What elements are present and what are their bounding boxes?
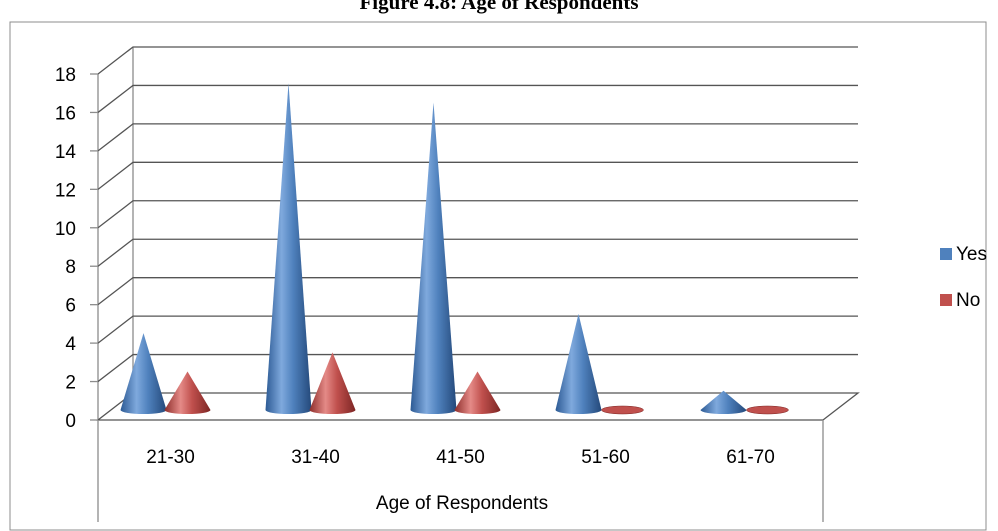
gridlines (97, 46, 858, 383)
cone-no-61-70 (746, 405, 789, 415)
legend-swatch-yes (940, 248, 952, 260)
cone-no-41-50 (454, 371, 501, 414)
gridline (97, 315, 858, 344)
y-tick-label: 18 (55, 65, 76, 86)
cone-yes-51-60 (555, 313, 602, 414)
page-title: Figure 4.8: Age of Respondents (359, 0, 639, 14)
y-tick-label: 12 (55, 180, 76, 201)
cone-yes-31-40 (265, 83, 312, 414)
cone-no-51-60 (601, 405, 644, 415)
x-tick-label: 51-60 (581, 447, 630, 468)
gridline (97, 238, 858, 267)
x-axis-categories: 21-30 31-40 41-50 51-60 61-70 (146, 447, 775, 468)
y-tick-label: 2 (65, 373, 76, 394)
gridline (97, 353, 858, 383)
gridline (97, 161, 858, 190)
legend-swatch-no (940, 294, 952, 306)
x-tick-label: 21-30 (146, 447, 195, 468)
y-axis-ticks: 0 2 4 6 8 10 12 14 16 18 (55, 65, 98, 432)
y-tick-label: 10 (55, 219, 76, 240)
chart-walls (96, 47, 860, 522)
gridline (97, 46, 858, 75)
gridline (97, 84, 858, 113)
legend: Yes No (940, 244, 987, 311)
gridline (97, 123, 858, 152)
cone-yes-41-50 (410, 102, 457, 414)
y-tick-label: 6 (65, 296, 76, 317)
cone-no-31-40 (309, 352, 356, 414)
legend-label-yes: Yes (956, 244, 987, 265)
y-tick-label: 0 (65, 411, 76, 432)
y-tick-label: 14 (55, 142, 77, 163)
gridline (97, 200, 858, 229)
cone-no-21-30 (164, 371, 211, 414)
gridline (97, 277, 858, 306)
x-tick-label: 61-70 (726, 447, 775, 468)
y-tick-label: 4 (65, 334, 76, 355)
y-tick-label: 8 (65, 257, 76, 278)
y-tick-label: 16 (55, 103, 76, 124)
chart-marks (120, 83, 789, 415)
chart-floor (96, 392, 860, 421)
chart-border (9, 21, 987, 531)
x-tick-label: 31-40 (291, 447, 340, 468)
x-axis-label: Age of Respondents (376, 493, 548, 514)
x-tick-label: 41-50 (436, 447, 485, 468)
legend-label-no: No (956, 290, 980, 311)
cone-yes-21-30 (120, 333, 167, 414)
cone-yes-61-70 (700, 390, 747, 414)
